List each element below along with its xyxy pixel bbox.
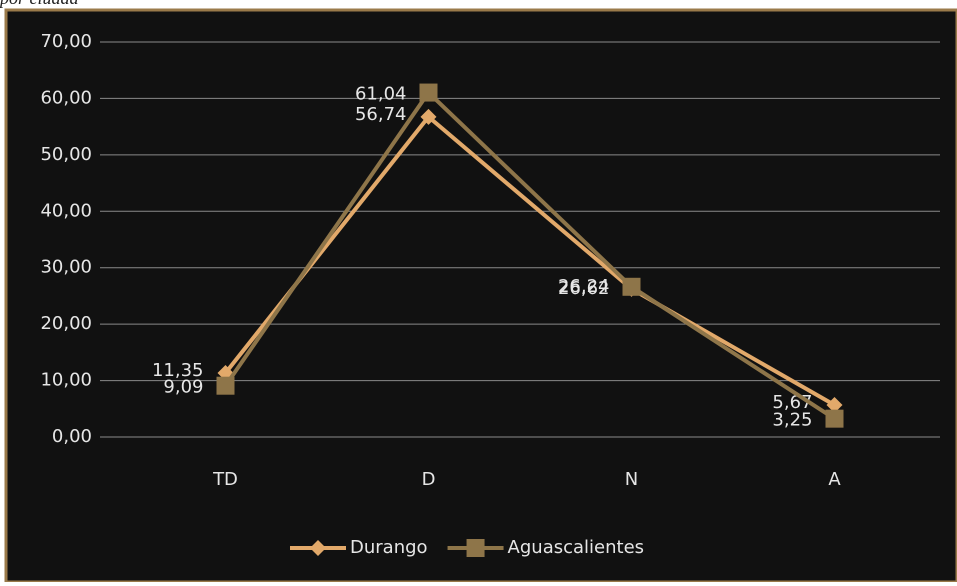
data-label: 9,09 xyxy=(163,377,203,398)
y-tick-label: 10,00 xyxy=(40,370,92,391)
marker xyxy=(466,539,485,557)
x-tick-label: D xyxy=(422,469,436,490)
y-tick-label: 20,00 xyxy=(40,313,92,334)
series-line xyxy=(223,113,836,407)
series-line xyxy=(223,89,836,421)
legend-label: Aguascalientes xyxy=(508,537,644,558)
legend-label: Durango xyxy=(350,537,428,558)
chart-frame xyxy=(4,8,957,584)
marker xyxy=(826,397,843,414)
data-label: 26,24 xyxy=(558,276,610,297)
x-tick-label: A xyxy=(828,469,841,490)
y-tick-label: 60,00 xyxy=(40,87,92,108)
marker xyxy=(420,108,437,125)
y-tick-label: 40,00 xyxy=(40,200,92,221)
marker xyxy=(310,540,326,556)
data-label: 11,35 xyxy=(152,360,204,381)
data-label: 26,62 xyxy=(558,278,610,299)
y-tick-label: 70,00 xyxy=(40,31,92,52)
data-label: 61,04 xyxy=(355,84,407,105)
y-tick-label: 0,00 xyxy=(52,426,92,447)
x-tick-label: TD xyxy=(212,469,238,490)
y-tick-label: 30,00 xyxy=(40,257,92,278)
caption: por ciudad xyxy=(0,0,79,8)
data-label: 56,74 xyxy=(355,104,407,125)
x-tick-label: N xyxy=(625,469,638,490)
marker xyxy=(825,409,844,428)
marker xyxy=(216,376,235,395)
marker xyxy=(419,83,438,102)
y-tick-label: 50,00 xyxy=(40,144,92,165)
data-label: 3,25 xyxy=(772,410,812,431)
marker xyxy=(622,277,641,296)
